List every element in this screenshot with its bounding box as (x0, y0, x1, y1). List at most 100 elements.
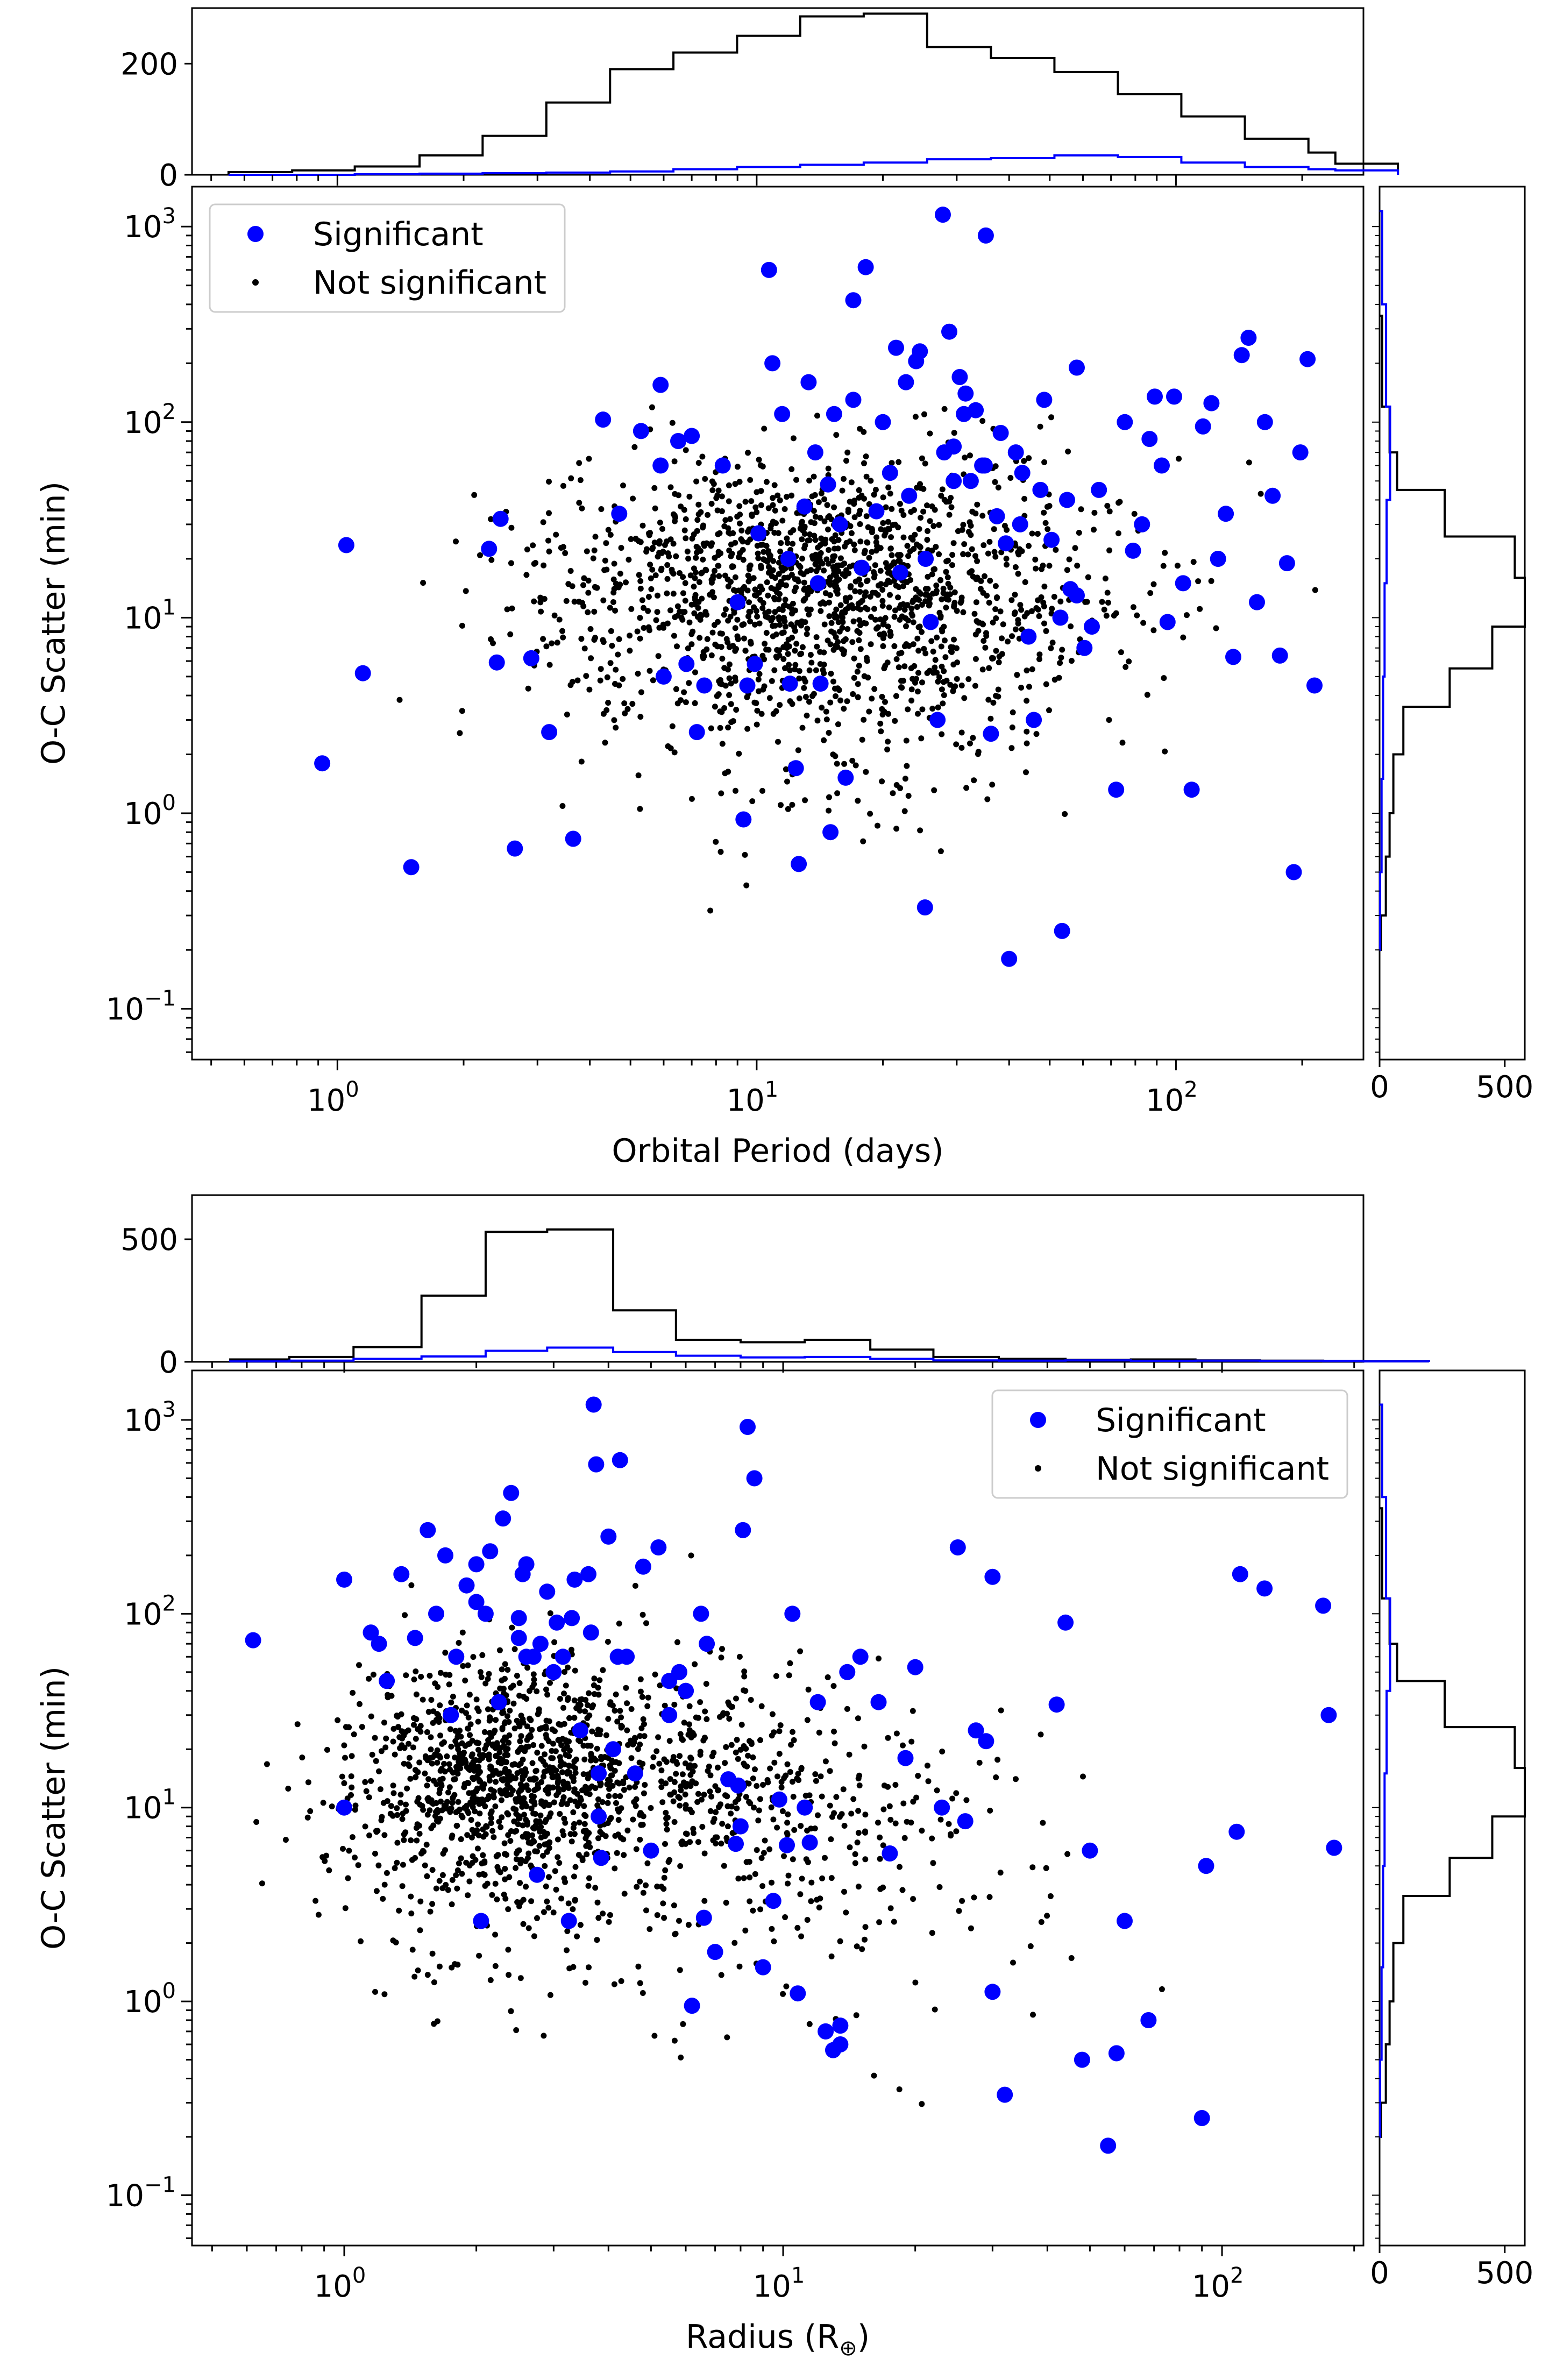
not-significant-point (817, 661, 823, 667)
not-significant-point (778, 564, 785, 571)
not-significant-point (831, 504, 837, 510)
not-significant-point (749, 798, 756, 805)
not-significant-point (282, 1837, 289, 1843)
significant-point (935, 207, 951, 223)
not-significant-point (748, 641, 754, 647)
not-significant-point (733, 707, 740, 713)
not-significant-point (880, 621, 886, 628)
significant-point (699, 1636, 715, 1652)
not-significant-point (842, 595, 849, 601)
significant-point (503, 1484, 520, 1501)
not-significant-point (921, 645, 927, 652)
not-significant-point (507, 1838, 514, 1844)
not-significant-point (725, 724, 731, 731)
not-significant-point (826, 513, 833, 520)
significant-point (922, 614, 939, 630)
not-significant-point (556, 1860, 563, 1866)
not-significant-point (754, 707, 761, 714)
not-significant-point (434, 1747, 440, 1753)
significant-point (245, 1632, 261, 1649)
not-significant-point (876, 1656, 882, 1662)
not-significant-point (531, 1681, 537, 1687)
not-significant-point (767, 555, 773, 562)
not-significant-point (488, 516, 494, 522)
not-significant-point (881, 665, 887, 672)
not-significant-point (467, 1732, 473, 1738)
not-significant-point (1104, 503, 1111, 509)
not-significant-point (388, 1803, 394, 1809)
not-significant-point (888, 534, 894, 541)
not-significant-point (454, 1867, 461, 1873)
not-significant-point (381, 1832, 388, 1838)
not-significant-point (579, 600, 585, 606)
not-significant-point (562, 1669, 568, 1675)
not-significant-point (501, 1768, 508, 1775)
not-significant-point (631, 1735, 638, 1741)
not-significant-point (724, 2034, 730, 2041)
not-significant-point (724, 576, 731, 582)
significant-point (918, 551, 934, 567)
not-significant-point (1080, 1773, 1086, 1780)
not-significant-point (686, 680, 692, 686)
not-significant-point (708, 501, 715, 507)
not-significant-point (546, 1874, 552, 1880)
not-significant-point (351, 1731, 357, 1738)
not-significant-point (505, 1832, 511, 1838)
not-significant-point (656, 624, 663, 631)
not-significant-point (401, 1831, 407, 1837)
not-significant-point (1003, 556, 1010, 562)
not-significant-point (785, 651, 791, 657)
not-significant-point (785, 574, 791, 581)
not-significant-point (865, 524, 871, 530)
not-significant-point (408, 1910, 415, 1917)
not-significant-point (528, 1862, 534, 1869)
not-significant-point (671, 1819, 678, 1825)
not-significant-point (732, 648, 738, 654)
not-significant-point (802, 1793, 809, 1799)
not-significant-point (820, 599, 826, 606)
significant-point (1001, 950, 1018, 967)
not-significant-point (828, 1875, 835, 1881)
not-significant-point (885, 1735, 891, 1741)
not-significant-point (777, 702, 783, 708)
not-significant-point (630, 1741, 636, 1747)
not-significant-point (719, 630, 725, 637)
not-significant-point (908, 686, 915, 693)
not-significant-point (740, 546, 746, 553)
not-significant-point (427, 1673, 433, 1679)
not-significant-point (504, 606, 510, 613)
not-significant-point (763, 630, 770, 636)
not-significant-point (1103, 613, 1110, 619)
not-significant-point (868, 478, 874, 484)
not-significant-point (968, 532, 974, 538)
not-significant-point (822, 1855, 828, 1861)
not-significant-point (340, 1845, 346, 1852)
not-significant-point (1246, 459, 1252, 466)
significant-point (796, 498, 813, 515)
not-significant-point (680, 590, 686, 596)
not-significant-point (932, 657, 939, 663)
not-significant-point (427, 1908, 434, 1915)
not-significant-point (775, 530, 781, 536)
not-significant-point (452, 1776, 458, 1782)
not-significant-point (509, 1787, 516, 1794)
not-significant-point (591, 608, 598, 615)
not-significant-point (883, 560, 889, 566)
not-significant-point (637, 1878, 643, 1885)
not-significant-point (1012, 564, 1019, 570)
not-significant-point (436, 1790, 443, 1796)
not-significant-point (542, 1799, 549, 1806)
significant-point (740, 1419, 756, 1435)
not-significant-point (778, 1779, 785, 1785)
not-significant-point (995, 686, 1001, 693)
not-significant-point (697, 1749, 704, 1755)
not-significant-point (664, 562, 671, 568)
significant-point (507, 840, 523, 857)
not-significant-point (936, 674, 942, 680)
not-significant-point (417, 1723, 424, 1729)
not-significant-point (782, 665, 788, 671)
not-significant-point (969, 568, 975, 574)
not-significant-point (897, 1864, 903, 1870)
not-significant-point (470, 1775, 476, 1781)
